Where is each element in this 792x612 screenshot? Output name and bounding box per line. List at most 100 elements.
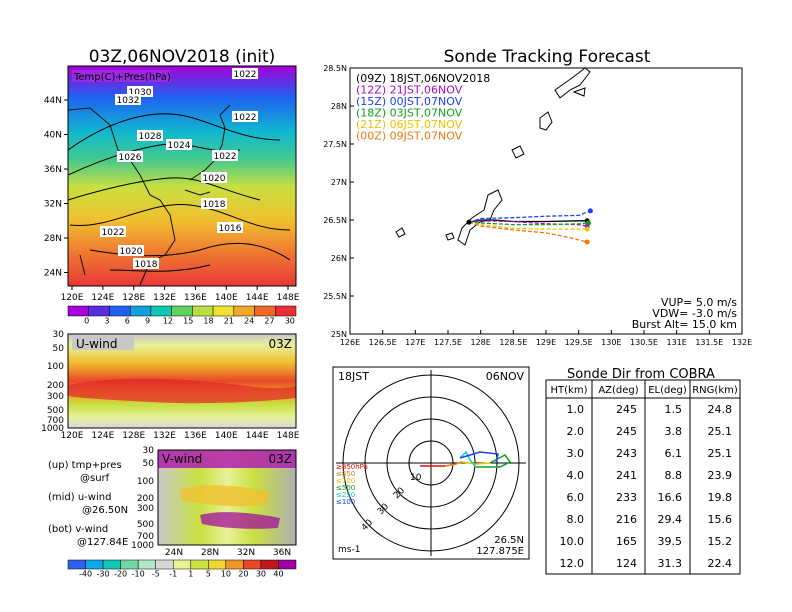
colorbar-swatch [172,559,192,570]
v-wind-xtick-label: 32N [237,548,255,558]
track-end-point [584,239,590,245]
table-cell: 245 [616,425,637,438]
colorbar-swatch [225,559,244,570]
table-cell: 29.4 [658,513,683,526]
table-cell: 16.6 [658,491,683,504]
v-wind-cell [200,512,280,529]
v-wind-panel: V-wind 03Z [157,449,297,546]
u-wind-xtick-label: 140E [215,431,238,441]
colorbar-label: 6 [125,317,130,326]
colorbar-swatch [243,559,262,570]
polar-level-label: ≤700 [336,477,355,485]
table-cell: 8.0 [567,513,585,526]
colorbar-swatch [171,305,193,317]
u-wind-frame [67,333,297,429]
track-xtick-label: 128.5E [499,338,527,347]
table-cell: 2.0 [567,425,585,438]
isobar-label: 1026 [119,153,142,163]
polar-level-label: ≤100 [336,498,355,506]
table-cell: 241 [616,469,637,482]
colorbar-swatch [120,559,139,570]
u-wind-ytick-label: 50 [53,344,65,354]
polar-hodo [444,461,463,467]
isobar-line [69,203,291,231]
u-wind-xtick-label: 148E [277,431,300,441]
track-end-point [584,226,590,232]
v-wind-cell [180,485,270,507]
left-title: 03Z,06NOV2018 (init) [89,47,276,67]
polar-hodo [461,461,491,465]
track-ytick-label: 26N [331,254,347,263]
table-cell: 15.2 [708,535,733,548]
track-line [468,210,591,223]
polar-left-label: 18JST [338,370,369,383]
temperature-colorbar: 0 3 6 9 12 15 18 21 24 27 30 [67,305,297,326]
param-burst: Burst Alt= 15.0 km [632,318,737,331]
track-xtick-label: 130E [601,338,621,347]
track-frame [349,67,743,335]
map-frame [67,65,297,287]
u-wind-time: 03Z [269,337,293,351]
track-xtick-label: 129E [536,338,556,347]
island-outline [445,232,455,241]
track-ytick-label: 27N [331,178,347,187]
isobar-label: 1022 [102,228,125,238]
colorbar-swatch [275,305,297,317]
map-xtick-label: 124E [91,293,114,303]
colorbar-label: 30 [256,570,266,579]
polar-location-lat: 26.5N [494,535,524,546]
u-wind-xtick-label: 132E [153,431,176,441]
colorbar-swatch [278,559,297,570]
map-xtick-label: 128E [122,293,145,303]
track-xtick-label: 131.5E [695,338,723,347]
u-wind-xtick-label: 136E [184,431,207,441]
track-legend-entry: (18Z) 03JST,07NOV [356,107,463,120]
track-line [468,221,588,230]
map-xtick-label: 140E [215,293,238,303]
table-cell: 25.1 [708,425,733,438]
map-ytick-label: 40N [44,131,62,141]
colorbar-swatch [67,305,89,317]
colorbar-label: 12 [163,317,173,326]
isobar-label: 1020 [203,174,226,184]
colorbar-label: -5 [152,570,160,579]
colorbar-swatch [208,559,227,570]
colorbar-swatch [137,559,156,570]
isobar-label: 1024 [168,141,191,151]
u-wind-xtick-label: 120E [61,431,84,441]
wind-colorbar: -40 -30 -20 -10 -5 -1 1 5 10 20 30 40 [67,559,297,579]
track-xtick-label: 127.5E [434,338,462,347]
isobar-label: 1032 [117,96,140,106]
legend-line: (mid) u-wind [48,492,111,503]
launch-params: VUP= 5.0 m/s VDW= -3.0 m/s Burst Alt= 15… [632,296,738,331]
colorbar-label: 27 [264,317,274,326]
track-line [468,221,588,243]
table-cell: 24.8 [708,403,733,416]
map-ytick-label: 32N [44,200,62,210]
colorbar-swatch [254,305,276,317]
polar-level-label: ≤500 [336,484,355,492]
v-wind-ytick-label: 100 [137,477,154,487]
track-ytick-label: 25.5N [323,292,347,301]
table-cell: 15.6 [708,513,733,526]
sonde-table: HT(km) AZ(deg) EL(deg) RNG(km) 1.0 245 1.5 24.8… [545,379,741,575]
colorbar-label: 3 [104,317,109,326]
colorbar-swatch [155,559,174,570]
legend-line: @surf [80,473,110,484]
polar-panel: 18JST 06NOV 10 20 30 40 ms-1 26.5N 127.8… [332,366,530,560]
track-title: Sonde Tracking Forecast [444,47,651,67]
table-header: HT(km) [551,385,588,396]
colorbar-swatch [88,305,110,317]
table-header: RNG(km) [692,385,738,396]
colorbar-label: 1 [188,570,193,579]
track-ytick-label: 27.5N [323,140,347,149]
polar-hodo [459,451,499,464]
isobar-label: 1022 [234,113,257,123]
track-ytick-label: 25N [331,330,347,339]
colorbar-swatch [192,305,214,317]
table-cell: 1.0 [567,403,585,416]
isobar-label: 1016 [219,224,242,234]
map-xtick-label: 136E [184,293,207,303]
track-legend-entry: (21Z) 06JST,07NOV [356,118,463,131]
